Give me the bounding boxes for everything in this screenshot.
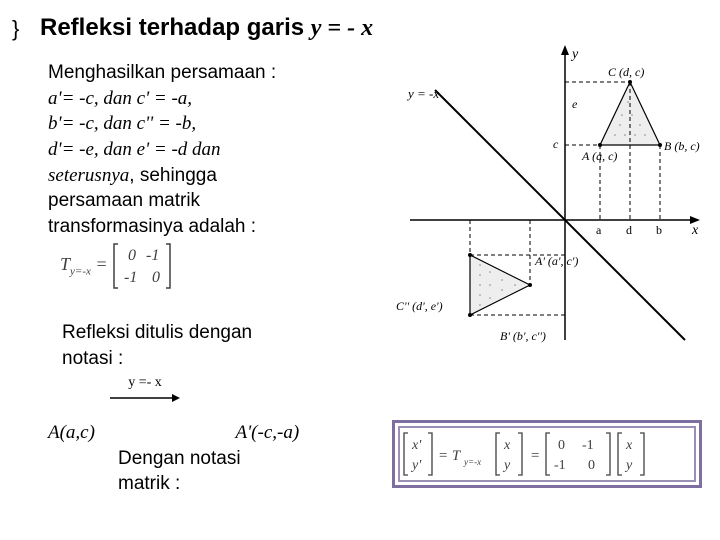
svg-text:-1: -1 — [582, 438, 594, 453]
notation-left: A(a,c) — [48, 422, 95, 443]
tick-b: b — [656, 223, 662, 237]
svg-text:y: y — [502, 458, 511, 473]
notation-right: A'(-c,-a) — [236, 422, 300, 443]
p1-line5-ital: seterusnya — [48, 165, 129, 186]
axis-y-label: y — [570, 47, 579, 62]
svg-text:0: 0 — [558, 438, 565, 453]
label-A: A (a, c) — [581, 149, 617, 163]
reflection-arrow: y =- x — [110, 375, 180, 409]
paragraph-1: Menghasilkan persamaan : a'= -c, dan c' … — [48, 60, 378, 239]
p1-line5-rest: , sehingga — [129, 165, 217, 186]
matrix-equation-svg: x' y' = T y=-x x y = 0 -1 -1 0 x y — [400, 427, 694, 481]
line-label: y = -x — [406, 86, 439, 101]
title-bullet: } — [12, 16, 19, 42]
label-C: C (d, c) — [608, 65, 644, 79]
matrix-T: Ty=-x = 0 -1 -1 0 — [60, 242, 172, 290]
matrix-equation-inner: x' y' = T y=-x x y = 0 -1 -1 0 x y — [398, 426, 696, 482]
p1-line3: b'= -c, dan c'' = -b, — [48, 111, 378, 137]
matrix-equation-outer: x' y' = T y=-x x y = 0 -1 -1 0 x y — [392, 420, 702, 488]
svg-text:y': y' — [410, 458, 422, 473]
svg-text:y=-x: y=-x — [463, 457, 481, 467]
svg-text:x: x — [625, 438, 633, 453]
svg-text:-1: -1 — [124, 269, 137, 286]
matrix-T-eq: = — [95, 254, 112, 274]
p2-line1: Refleksi ditulis dengan — [62, 320, 252, 346]
notation-below1: Dengan notasi — [118, 446, 388, 472]
matrix-T-sub: y=-x — [70, 266, 91, 278]
svg-text:x: x — [503, 438, 511, 453]
svg-text:0: 0 — [588, 458, 595, 473]
matrix-T-bracket: 0 -1 -1 0 — [112, 242, 172, 290]
matrix-T-label: T — [60, 254, 70, 274]
reflection-diagram: y x y = -x C (d, c) A (a, c) B (b, c) c … — [390, 40, 710, 350]
title-text: Refleksi terhadap garis — [40, 14, 311, 41]
svg-text:0: 0 — [128, 247, 136, 264]
reflection-notation: A(a,c) A'(-c,-a) Dengan notasi matrik : — [48, 420, 388, 497]
svg-text:y: y — [624, 458, 633, 473]
svg-text:-1: -1 — [146, 247, 159, 264]
p1-line6: persamaan matrik — [48, 188, 378, 214]
axis-x-label: x — [691, 223, 699, 238]
label-Cp: C'' (d', e') — [396, 299, 443, 313]
page-title: Refleksi terhadap garis y = - x — [40, 14, 373, 42]
label-B: B (b, c) — [664, 139, 700, 153]
arrow-label: y =- x — [110, 375, 180, 391]
label-Ap: A' (a', c') — [534, 254, 578, 268]
tick-c: c — [553, 137, 559, 151]
p1-line5: seterusnya, sehingga — [48, 163, 378, 189]
tick-e: e — [572, 97, 578, 111]
tick-d: d — [626, 223, 632, 237]
paragraph-2: Refleksi ditulis dengan notasi : — [62, 320, 252, 371]
p1-line1: Menghasilkan persamaan : — [48, 60, 378, 86]
svg-text:0: 0 — [152, 269, 160, 286]
p1-line7: transformasinya adalah : — [48, 214, 378, 240]
title-var: y = - x — [311, 15, 373, 41]
p2-line2: notasi : — [62, 346, 252, 372]
tick-a: a — [596, 223, 602, 237]
svg-text:=: = — [530, 448, 540, 464]
label-Bp: B' (b', c'') — [500, 329, 546, 343]
svg-text:x': x' — [411, 438, 422, 453]
notation-below2: matrik : — [118, 471, 388, 497]
p1-line2: a'= -c, dan c' = -a, — [48, 86, 378, 112]
p1-line4: d'= -e, dan e' = -d dan — [48, 137, 378, 163]
svg-text:= T: = T — [438, 448, 462, 464]
arrow-icon — [110, 392, 180, 404]
svg-text:-1: -1 — [554, 458, 566, 473]
